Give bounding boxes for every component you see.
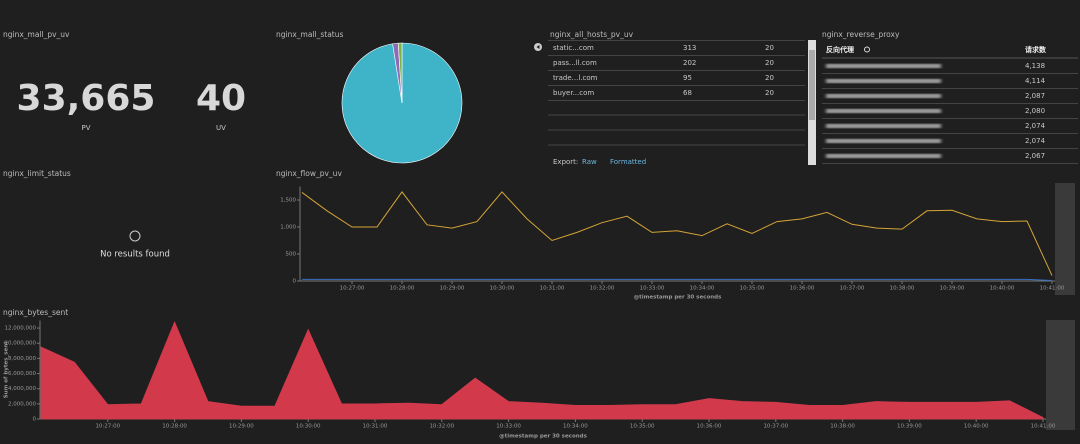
export-label: Export: xyxy=(553,158,578,166)
x-tick-label: 10:37:00 xyxy=(763,424,788,430)
x-tick-label: 10:28:00 xyxy=(162,424,187,430)
empty-icon xyxy=(129,230,141,242)
blurred-host xyxy=(826,139,941,143)
x-tick-label: 10:27:00 xyxy=(95,424,120,430)
x-tick-label: 10:41:00 xyxy=(1040,286,1065,292)
pie-slice xyxy=(397,42,403,104)
panel-title: nginx_all_hosts_pv_uv xyxy=(550,30,634,39)
y-axis-label: Sum of bytes_sent xyxy=(4,341,10,398)
table-cell: static...com xyxy=(553,44,594,52)
table-cell: 2,067 xyxy=(1025,152,1045,160)
table-cell: 4,114 xyxy=(1025,77,1046,85)
y-tick-label: 0 xyxy=(293,279,297,285)
blurred-host xyxy=(826,64,941,68)
panel-title: nginx_mall_status xyxy=(276,30,343,39)
y-tick-label: 4,000,000 xyxy=(8,386,36,392)
panel-title: nginx_limit_status xyxy=(3,169,71,178)
export-link[interactable]: Formatted xyxy=(610,158,646,166)
panel-title: nginx_bytes_sent xyxy=(3,308,68,317)
x-tick-label: 10:36:00 xyxy=(790,286,815,292)
x-tick-label: 10:40:00 xyxy=(964,424,989,430)
x-tick-label: 10:29:00 xyxy=(229,424,254,430)
metric-label: UV xyxy=(216,124,226,132)
table-cell: 202 xyxy=(683,59,696,67)
area-series xyxy=(40,320,1044,420)
column-header[interactable]: 请求数 xyxy=(1025,45,1047,54)
table-cell: 20 xyxy=(765,89,774,97)
x-tick-label: 10:31:00 xyxy=(363,424,388,430)
y-tick-label: 6,000,000 xyxy=(8,371,36,377)
table-cell: 20 xyxy=(765,59,774,67)
y-tick-label: 0 xyxy=(33,417,37,423)
table-cell: 20 xyxy=(765,74,774,82)
blurred-host xyxy=(826,94,941,98)
metric-value: 40 xyxy=(196,78,246,119)
x-tick-label: 10:40:00 xyxy=(990,286,1015,292)
prev-icon xyxy=(536,45,540,49)
x-tick-label: 10:30:00 xyxy=(490,286,515,292)
x-tick-label: 10:32:00 xyxy=(429,424,454,430)
x-tick-label: 10:38:00 xyxy=(830,424,855,430)
x-tick-label: 10:37:00 xyxy=(840,286,865,292)
export-link[interactable]: Raw xyxy=(582,158,597,166)
x-tick-label: 10:35:00 xyxy=(740,286,765,292)
table-cell: 2,080 xyxy=(1025,107,1045,115)
x-tick-label: 10:33:00 xyxy=(640,286,665,292)
x-tick-label: 10:34:00 xyxy=(690,286,715,292)
table-cell: buyer...com xyxy=(553,89,594,97)
table-cell: 20 xyxy=(765,44,774,52)
brush-area xyxy=(1046,320,1075,430)
table-cell: 95 xyxy=(683,74,692,82)
y-tick-label: 2,000,000 xyxy=(8,401,36,407)
x-tick-label: 10:41:00 xyxy=(1031,424,1056,430)
blurred-host xyxy=(826,154,941,158)
blurred-host xyxy=(826,109,941,113)
column-header[interactable]: 反向代理 xyxy=(826,45,854,54)
table-cell: 2,074 xyxy=(1025,122,1046,130)
panel-title: nginx_flow_pv_uv xyxy=(276,169,342,178)
y-tick-label: 10,000,000 xyxy=(5,341,37,347)
line-series xyxy=(301,191,1053,276)
panel-title: nginx_reverse_proxy xyxy=(822,30,900,39)
y-tick-label: 12,000,000 xyxy=(5,326,37,332)
table-cell: pass...ll.com xyxy=(553,59,597,67)
y-tick-label: 8,000,000 xyxy=(8,356,36,362)
blurred-host xyxy=(826,79,941,83)
x-tick-label: 10:32:00 xyxy=(590,286,615,292)
table-cell: 4,138 xyxy=(1025,62,1045,70)
metric-label: PV xyxy=(81,124,90,132)
metric-value: 33,665 xyxy=(17,78,156,119)
y-tick-label: 1,500 xyxy=(280,198,296,204)
empty-message: No results found xyxy=(100,250,170,260)
table-cell: trade...l.com xyxy=(553,74,598,82)
panel-title: nginx_mall_pv_uv xyxy=(3,30,70,39)
table-cell: 2,087 xyxy=(1025,92,1045,100)
x-tick-label: 10:30:00 xyxy=(296,424,321,430)
table-cell: 313 xyxy=(683,44,696,52)
x-axis-label: @timestamp per 30 seconds xyxy=(634,295,722,301)
x-tick-label: 10:38:00 xyxy=(890,286,915,292)
x-tick-label: 10:27:00 xyxy=(340,286,365,292)
x-tick-label: 10:28:00 xyxy=(390,286,415,292)
y-tick-label: 1,000 xyxy=(280,225,296,231)
x-tick-label: 10:33:00 xyxy=(496,424,521,430)
search-icon xyxy=(864,46,870,53)
x-axis-label: @timestamp per 30 seconds xyxy=(499,434,587,440)
x-tick-label: 10:34:00 xyxy=(563,424,588,430)
x-tick-label: 10:31:00 xyxy=(540,286,565,292)
table-cell: 68 xyxy=(683,89,692,97)
x-tick-label: 10:36:00 xyxy=(697,424,722,430)
line-series xyxy=(302,278,1053,281)
x-tick-label: 10:35:00 xyxy=(630,424,655,430)
y-tick-label: 500 xyxy=(286,252,297,258)
x-tick-label: 10:39:00 xyxy=(897,424,922,430)
x-tick-label: 10:29:00 xyxy=(440,286,465,292)
table-cell: 2,074 xyxy=(1025,137,1046,145)
scroll-thumb[interactable] xyxy=(809,50,815,120)
x-tick-label: 10:39:00 xyxy=(940,286,965,292)
blurred-host xyxy=(826,124,941,128)
brush-area xyxy=(1055,183,1075,295)
